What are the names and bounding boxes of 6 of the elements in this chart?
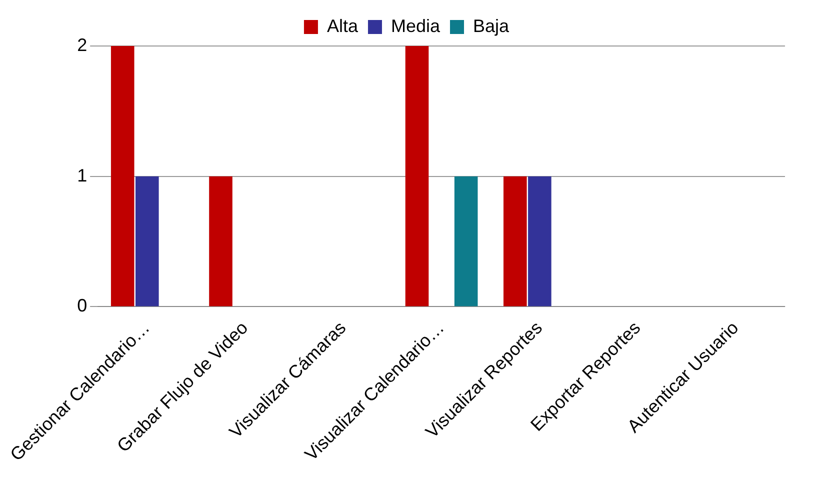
y-tick-label: 1 bbox=[77, 165, 88, 186]
y-tick-label: 0 bbox=[77, 296, 88, 316]
legend-label: Baja bbox=[473, 16, 510, 36]
y-tick-label: 2 bbox=[77, 34, 88, 55]
legend-label: Media bbox=[390, 16, 441, 36]
legend-label: Alta bbox=[326, 16, 359, 36]
